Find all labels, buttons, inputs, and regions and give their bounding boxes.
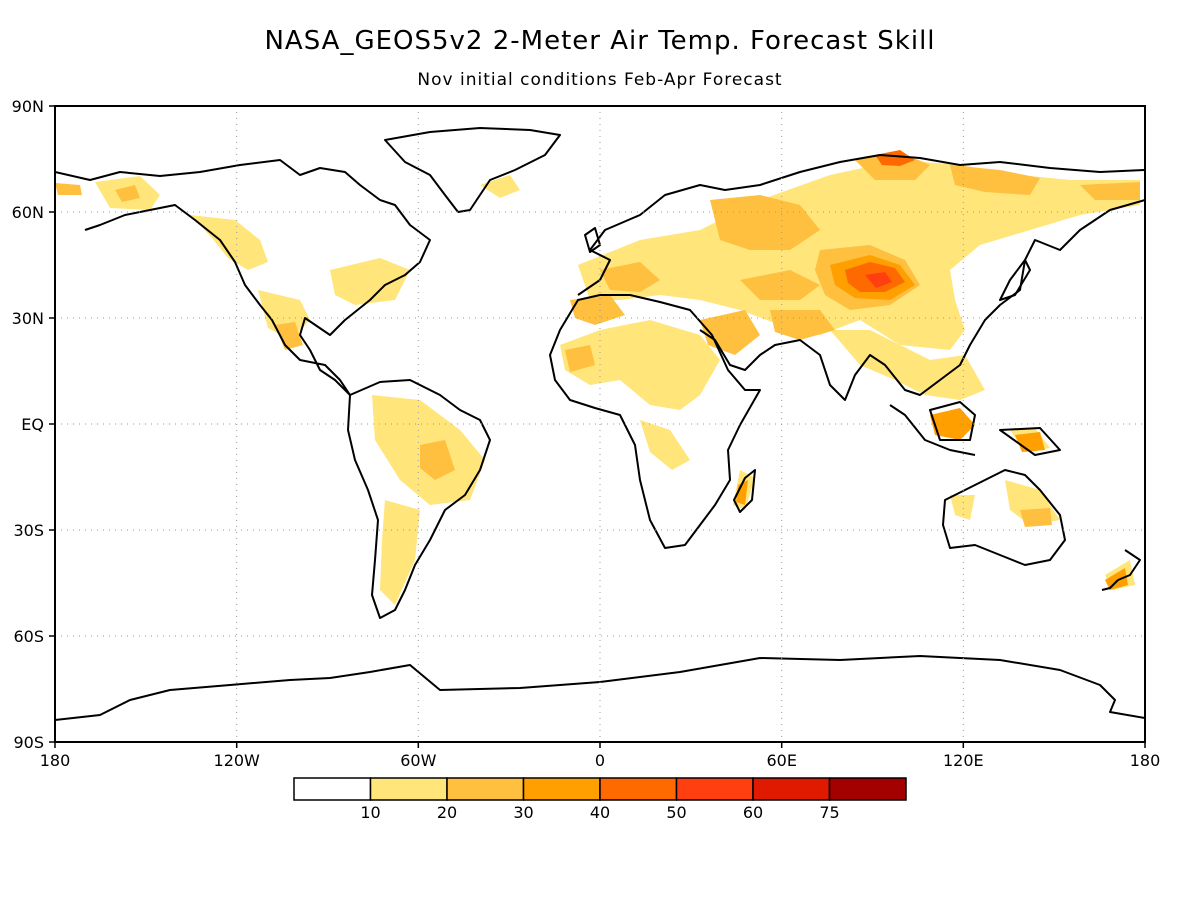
- lon-ticks: [54, 742, 1146, 748]
- lon-label: 60W: [400, 751, 436, 770]
- skill-shading-50-60: [865, 272, 892, 288]
- coastline-north-america: [55, 159, 431, 396]
- lat-label: EQ: [21, 415, 44, 434]
- chart-subtitle: Nov initial conditions Feb-Apr Forecast: [417, 70, 783, 90]
- lon-label: 120E: [943, 751, 984, 770]
- colorbar-swatch: [293, 777, 372, 801]
- gridlines: [55, 106, 1145, 742]
- coastline-madagascar: [733, 469, 756, 513]
- skill-shading-40-50: [845, 150, 915, 292]
- lat-label: 30S: [13, 521, 44, 540]
- colorbar-label: 60: [743, 803, 763, 822]
- coastline-uk: [584, 227, 601, 253]
- coastline-greenland: [384, 127, 561, 213]
- coastline-australia: [942, 469, 1066, 566]
- lon-label: 60E: [766, 751, 796, 770]
- coastlines: [55, 127, 1145, 721]
- coastline-new-zealand: [1101, 549, 1141, 591]
- lat-labels: 90N 60N 30N EQ 30S 60S 90S: [12, 97, 44, 752]
- lat-label: 90N: [12, 97, 44, 116]
- lat-label: 30N: [12, 309, 44, 328]
- coastline-indonesia: [889, 401, 1061, 456]
- lon-label: 0: [595, 751, 605, 770]
- colorbar-swatch: [828, 777, 907, 801]
- colorbar-swatch: [446, 777, 525, 801]
- colorbar-label: 30: [513, 803, 533, 822]
- coastline-africa: [549, 294, 761, 549]
- lon-label: 180: [1130, 751, 1161, 770]
- colorbar: 10 20 30 40 50 60 75: [293, 777, 907, 822]
- colorbar-swatch: [752, 777, 831, 801]
- coastline-antarctica: [55, 655, 1145, 721]
- lat-label: 60S: [13, 627, 44, 646]
- lat-label: 90S: [13, 733, 44, 752]
- chart-title: NASA_GEOS5v2 2-Meter Air Temp. Forecast …: [264, 26, 936, 56]
- colorbar-label: 50: [666, 803, 686, 822]
- colorbar-label: 40: [590, 803, 610, 822]
- skill-shading-20-30: [55, 152, 1140, 527]
- colorbar-label: 20: [437, 803, 457, 822]
- lat-ticks: [49, 105, 55, 743]
- colorbar-label: 75: [819, 803, 839, 822]
- colorbar-swatch: [522, 777, 601, 801]
- lat-label: 60N: [12, 203, 44, 222]
- colorbar-swatch: [369, 777, 448, 801]
- lon-label: 180: [40, 751, 71, 770]
- coastline-south-america: [347, 379, 491, 619]
- colorbar-swatch: [675, 777, 754, 801]
- lon-label: 120W: [214, 751, 261, 770]
- lon-labels: 180 120W 60W 0 60E 120E 180: [40, 751, 1161, 770]
- colorbar-swatch: [599, 777, 678, 801]
- colorbar-label: 10: [360, 803, 380, 822]
- coastline-japan: [999, 259, 1031, 301]
